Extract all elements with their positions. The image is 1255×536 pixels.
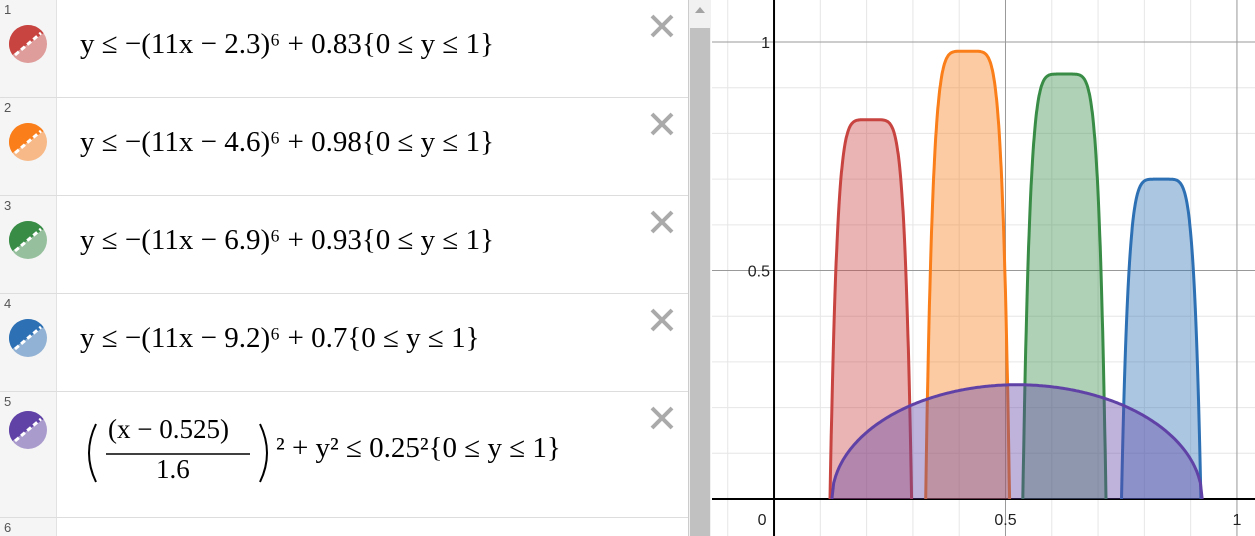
icon-dark <box>9 221 44 251</box>
y-tick-label: 0.5 <box>748 264 770 281</box>
icon-dash <box>14 227 42 253</box>
region-fill <box>830 119 912 499</box>
expression-text: y ≤ −(11x − 4.6)⁶ + 0.98{0 ≤ y ≤ 1} <box>80 126 495 158</box>
expression-text: y ≤ −(11x − 9.2)⁶ + 0.7{0 ≤ y ≤ 1} <box>80 322 480 354</box>
expression-row[interactable]: 6 <box>0 518 688 536</box>
expression-index: 5 <box>4 394 12 409</box>
expression-tail: ² + y² ≤ 0.25²{0 ≤ y ≤ 1} <box>276 432 561 464</box>
icon-dark <box>9 123 44 153</box>
expression-row[interactable]: 1 y ≤ −(11x − 2.3)⁶ + 0.83{0 ≤ y ≤ 1} <box>0 0 688 98</box>
x-icon <box>650 406 674 430</box>
expression-index: 1 <box>4 2 12 17</box>
paren-right <box>259 423 268 483</box>
expression-index: 3 <box>4 198 12 213</box>
delete-button[interactable] <box>648 208 676 236</box>
region-boundary <box>828 118 914 500</box>
gutter: 5 <box>0 392 57 517</box>
x-icon <box>650 210 674 234</box>
color-icon[interactable] <box>6 408 50 452</box>
delete-button[interactable] <box>648 110 676 138</box>
expression-index: 4 <box>4 296 12 311</box>
numerator: (x − 0.525) <box>108 414 229 444</box>
color-icon[interactable] <box>6 316 50 360</box>
icon-dark <box>9 319 44 349</box>
expression-row[interactable]: 3 y ≤ −(11x − 6.9)⁶ + 0.93{0 ≤ y ≤ 1} <box>0 196 688 294</box>
gutter: 6 <box>0 518 57 536</box>
gutter: 1 <box>0 0 57 97</box>
region-boundary <box>924 49 1012 500</box>
icon-dash <box>14 417 42 443</box>
x-tick-label: 1 <box>1232 512 1241 529</box>
region-fill <box>1121 179 1201 499</box>
expression-row[interactable]: 4 y ≤ −(11x − 9.2)⁶ + 0.7{0 ≤ y ≤ 1} <box>0 294 688 392</box>
delete-button[interactable] <box>648 12 676 40</box>
icon-dark <box>9 411 44 441</box>
x-icon <box>650 112 674 136</box>
gutter: 4 <box>0 294 57 391</box>
scroll-up[interactable] <box>689 0 711 20</box>
expression-list: 1 y ≤ −(11x − 2.3)⁶ + 0.83{0 ≤ y ≤ 1} 2 y ≤… <box>0 0 689 536</box>
denominator: 1.6 <box>156 454 190 484</box>
region-fill <box>831 384 1203 499</box>
region-boundary <box>1021 72 1108 500</box>
expression-index: 6 <box>4 520 12 535</box>
paren-left <box>88 423 97 483</box>
x-icon <box>650 308 674 332</box>
expression-text: y ≤ −(11x − 6.9)⁶ + 0.93{0 ≤ y ≤ 1} <box>80 224 495 256</box>
delete-button[interactable] <box>648 306 676 334</box>
big-parens <box>88 423 268 483</box>
icon-dark <box>9 25 44 55</box>
x-icon <box>650 14 674 38</box>
region-boundary <box>830 383 1204 500</box>
y-tick-label: 1 <box>761 35 770 52</box>
icon-dash <box>14 325 42 351</box>
icon-dash <box>14 31 42 57</box>
icon-dash <box>14 129 42 155</box>
gutter: 3 <box>0 196 57 293</box>
expression-row[interactable]: 2 y ≤ −(11x − 4.6)⁶ + 0.98{0 ≤ y ≤ 1} <box>0 98 688 196</box>
color-icon[interactable] <box>6 22 50 66</box>
x-tick-label: 0.5 <box>994 512 1016 529</box>
region-boundary <box>1120 177 1203 500</box>
delete-button[interactable] <box>648 404 676 432</box>
graph[interactable]: 0 0.5 1 0.5 1 <box>712 0 1255 536</box>
expression-text: y ≤ −(11x − 2.3)⁶ + 0.83{0 ≤ y ≤ 1} <box>80 28 495 60</box>
x-tick-label: 0 <box>758 512 767 529</box>
gutter: 2 <box>0 98 57 195</box>
expression-row[interactable]: 5 (x − 0.525) 1.6 ² + y² ≤ 0.25²{0 ≤ y ≤ 1} <box>0 392 688 518</box>
scroll-thumb[interactable] <box>690 28 710 536</box>
color-icon[interactable] <box>6 218 50 262</box>
expression-index: 2 <box>4 100 12 115</box>
color-icon[interactable] <box>6 120 50 164</box>
